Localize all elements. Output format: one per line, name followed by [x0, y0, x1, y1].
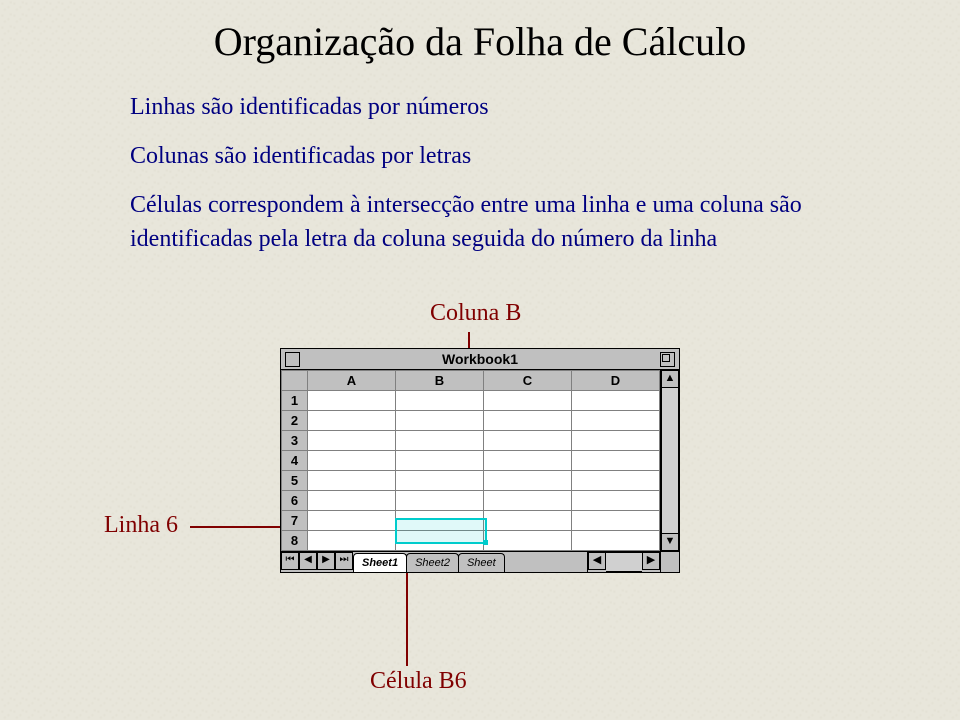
slide-title: Organização da Folha de Cálculo [0, 18, 960, 65]
cell-d2[interactable] [572, 411, 660, 431]
cell-c5[interactable] [484, 471, 572, 491]
workbook-footer: ⏮ ◀ ▶ ⏭ Sheet1 Sheet2 Sheet ◀ ▶ [281, 551, 679, 572]
cell-c4[interactable] [484, 451, 572, 471]
scrollbar-corner [660, 552, 679, 572]
sheet-tab-3[interactable]: Sheet [458, 553, 505, 572]
scroll-left-icon[interactable]: ◀ [588, 552, 606, 570]
row-header-8[interactable]: 8 [282, 531, 308, 551]
cell-c6[interactable] [484, 491, 572, 511]
cell-a8[interactable] [308, 531, 396, 551]
row-header-7[interactable]: 7 [282, 511, 308, 531]
sheet-tabs: Sheet1 Sheet2 Sheet [353, 552, 587, 572]
cell-b4[interactable] [396, 451, 484, 471]
row-header-6[interactable]: 6 [282, 491, 308, 511]
paragraph-rows: Linhas são identificadas por números [130, 90, 870, 125]
callout-line-row-6 [190, 526, 280, 528]
scroll-right-icon[interactable]: ▶ [642, 552, 660, 570]
column-header-d[interactable]: D [572, 371, 660, 391]
callout-label-column-b: Coluna B [430, 300, 521, 327]
spreadsheet-grid[interactable]: A B C D 1 2 3 4 5 6 7 8 [281, 370, 660, 551]
hscroll-track[interactable] [606, 552, 642, 572]
sheet-nav-last-icon[interactable]: ⏭ [335, 552, 353, 570]
cell-c2[interactable] [484, 411, 572, 431]
workbook-window: Workbook1 A B C D 1 2 3 4 5 6 7 8 [280, 348, 680, 573]
cell-a7[interactable] [308, 511, 396, 531]
cell-b2[interactable] [396, 411, 484, 431]
cell-a2[interactable] [308, 411, 396, 431]
cell-b8[interactable] [396, 531, 484, 551]
cell-c8[interactable] [484, 531, 572, 551]
paragraph-columns: Colunas são identificadas por letras [130, 139, 870, 174]
sheet-nav-next-icon[interactable]: ▶ [317, 552, 335, 570]
column-header-b[interactable]: B [396, 371, 484, 391]
row-header-3[interactable]: 3 [282, 431, 308, 451]
zoom-icon[interactable] [660, 352, 675, 367]
cell-b1[interactable] [396, 391, 484, 411]
sheet-tab-2[interactable]: Sheet2 [406, 553, 459, 572]
column-header-c[interactable]: C [484, 371, 572, 391]
cell-a6[interactable] [308, 491, 396, 511]
select-all-corner[interactable] [282, 371, 308, 391]
callout-label-cell-b6: Célula B6 [370, 668, 467, 695]
column-header-a[interactable]: A [308, 371, 396, 391]
callout-label-row-6: Linha 6 [104, 512, 178, 539]
cell-d1[interactable] [572, 391, 660, 411]
scroll-down-icon[interactable]: ▼ [661, 533, 679, 551]
cell-a4[interactable] [308, 451, 396, 471]
sheet-nav-buttons: ⏮ ◀ ▶ ⏭ [281, 552, 353, 572]
paragraph-cells: Células correspondem à intersecção entre… [130, 188, 870, 258]
cell-b7[interactable] [396, 511, 484, 531]
workbook-title-text: Workbook1 [442, 351, 518, 367]
sheet-tab-1[interactable]: Sheet1 [353, 553, 407, 572]
cell-a1[interactable] [308, 391, 396, 411]
cell-d6[interactable] [572, 491, 660, 511]
cell-b3[interactable] [396, 431, 484, 451]
row-header-1[interactable]: 1 [282, 391, 308, 411]
sheet-nav-prev-icon[interactable]: ◀ [299, 552, 317, 570]
cell-d8[interactable] [572, 531, 660, 551]
cell-a3[interactable] [308, 431, 396, 451]
slide: Organização da Folha de Cálculo Linhas s… [0, 0, 960, 720]
cell-b6[interactable] [396, 491, 484, 511]
cell-c3[interactable] [484, 431, 572, 451]
row-header-2[interactable]: 2 [282, 411, 308, 431]
workbook-titlebar: Workbook1 [281, 349, 679, 370]
cell-d7[interactable] [572, 511, 660, 531]
cell-c1[interactable] [484, 391, 572, 411]
row-header-4[interactable]: 4 [282, 451, 308, 471]
body-text-block: Linhas são identificadas por números Col… [130, 90, 870, 271]
cell-a5[interactable] [308, 471, 396, 491]
vscroll-track[interactable] [661, 388, 679, 533]
close-icon[interactable] [285, 352, 300, 367]
vertical-scrollbar[interactable]: ▲ ▼ [660, 370, 679, 551]
cell-c7[interactable] [484, 511, 572, 531]
cell-d3[interactable] [572, 431, 660, 451]
cell-b5[interactable] [396, 471, 484, 491]
horizontal-scrollbar[interactable]: ◀ ▶ [587, 552, 660, 572]
cell-d5[interactable] [572, 471, 660, 491]
sheet-nav-first-icon[interactable]: ⏮ [281, 552, 299, 570]
row-header-5[interactable]: 5 [282, 471, 308, 491]
scroll-up-icon[interactable]: ▲ [661, 370, 679, 388]
cell-d4[interactable] [572, 451, 660, 471]
